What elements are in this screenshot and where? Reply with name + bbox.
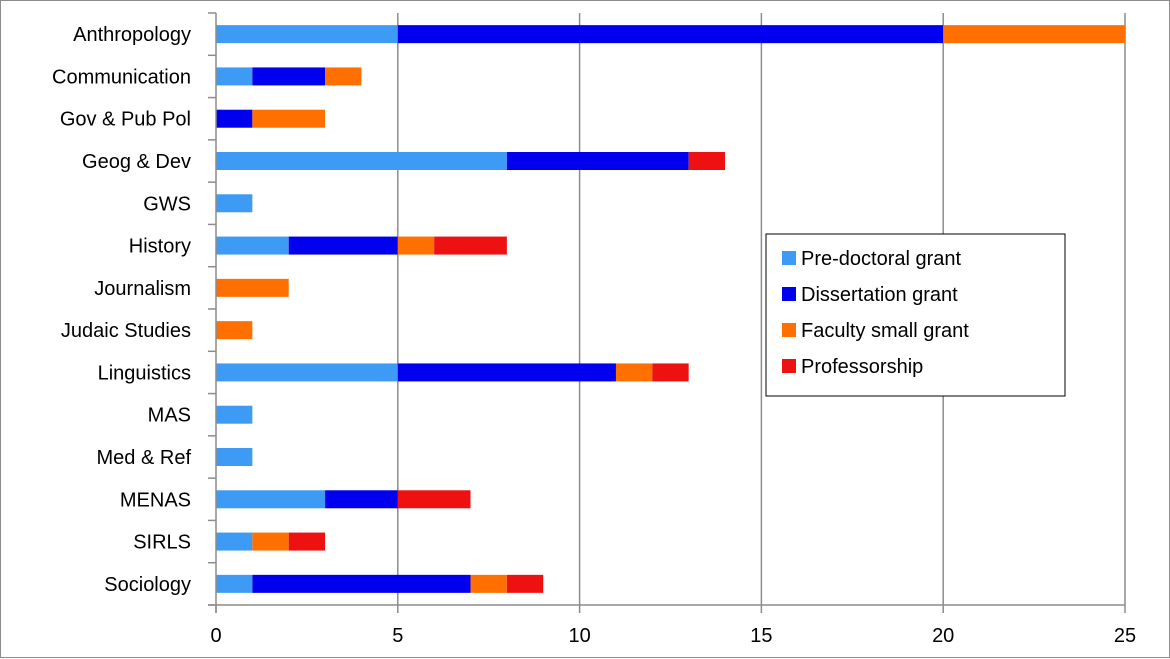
bar-gov-and-pub-pol-dissertation-grant: [216, 109, 253, 128]
bar-sirls-faculty-small-grant: [252, 532, 289, 551]
bar-menas-dissertation-grant: [325, 490, 398, 509]
bar-med-and-ref-pre-doctoral-grant: [216, 448, 253, 466]
bar-linguistics-professorship: [652, 363, 689, 382]
bar-sociology-professorship: [506, 574, 544, 593]
category-label-geog-and-dev: Geog & Dev: [82, 151, 191, 173]
bar-linguistics-faculty-small-grant: [615, 363, 653, 382]
legend-swatch-faculty-small-grant: [782, 323, 796, 337]
category-label-sirls: SIRLS: [133, 532, 191, 554]
legend-label-pre-doctoral-grant: Pre-doctoral grant: [801, 248, 962, 270]
bar-linguistics-pre-doctoral-grant: [216, 363, 398, 382]
bar-sociology-pre-doctoral-grant: [216, 574, 253, 593]
bar-sirls-professorship: [288, 532, 326, 551]
category-label-gws: GWS: [143, 193, 191, 215]
x-tick-label-25: 25: [1114, 625, 1136, 647]
x-tick-label-15: 15: [750, 625, 772, 647]
category-label-mas: MAS: [148, 405, 191, 427]
legend-label-dissertation-grant: Dissertation grant: [801, 284, 958, 306]
bar-menas-pre-doctoral-grant: [216, 490, 326, 509]
x-tick-label-10: 10: [568, 625, 590, 647]
x-tick-label-20: 20: [932, 625, 954, 647]
category-label-sociology: Sociology: [104, 574, 191, 596]
bar-history-professorship: [434, 236, 507, 255]
bar-geog-and-dev-dissertation-grant: [506, 152, 689, 170]
bar-communication-dissertation-grant: [252, 67, 326, 86]
bar-sociology-dissertation-grant: [252, 574, 471, 593]
axes: [208, 12, 1126, 613]
x-tick-label-5: 5: [392, 625, 403, 647]
bars: [216, 25, 1125, 593]
bar-anthropology-dissertation-grant: [397, 25, 944, 44]
category-label-journalism: Journalism: [94, 278, 191, 300]
bar-journalism-faculty-small-grant: [216, 278, 289, 297]
legend-label-faculty-small-grant: Faculty small grant: [801, 320, 969, 342]
bar-anthropology-faculty-small-grant: [943, 25, 1125, 44]
bar-judaic-studies-faculty-small-grant: [216, 321, 253, 340]
legend-box: [765, 233, 1066, 397]
bar-menas-professorship: [397, 490, 471, 509]
category-label-menas: MENAS: [120, 489, 191, 511]
bar-history-pre-doctoral-grant: [216, 236, 289, 255]
category-label-communication: Communication: [52, 66, 191, 88]
legend-swatch-dissertation-grant: [782, 287, 796, 301]
legend-swatch-professorship: [782, 359, 796, 373]
x-tick-label-0: 0: [210, 625, 221, 647]
category-label-gov-and-pub-pol: Gov & Pub Pol: [60, 109, 191, 131]
category-label-judaic-studies: Judaic Studies: [61, 320, 191, 342]
bar-history-dissertation-grant: [288, 236, 398, 255]
category-label-linguistics: Linguistics: [98, 362, 191, 384]
bar-communication-faculty-small-grant: [325, 67, 362, 86]
bar-sirls-pre-doctoral-grant: [216, 532, 253, 551]
bar-sociology-faculty-small-grant: [470, 574, 507, 593]
bar-history-faculty-small-grant: [397, 236, 435, 255]
bar-linguistics-dissertation-grant: [397, 363, 616, 382]
x-tick-labels: 0 5 10 15 20 25: [210, 625, 1136, 647]
category-label-history: History: [129, 236, 191, 258]
bar-gws-pre-doctoral-grant: [216, 194, 253, 213]
category-label-anthropology: Anthropology: [73, 24, 191, 46]
bar-gov-and-pub-pol-faculty-small-grant: [252, 109, 326, 128]
bar-geog-and-dev-pre-doctoral-grant: [216, 152, 507, 170]
category-label-med-and-ref: Med & Ref: [97, 447, 192, 469]
bar-communication-pre-doctoral-grant: [216, 67, 253, 86]
legend-swatch-pre-doctoral-grant: [782, 251, 796, 265]
legend: Pre-doctoral grant Dissertation grant Facu…: [765, 233, 1066, 397]
bar-anthropology-pre-doctoral-grant: [216, 25, 398, 44]
bar-geog-and-dev-professorship: [688, 152, 726, 170]
category-labels: Anthropology Communication Gov & Pub Pol Ge…: [52, 24, 191, 596]
bar-mas-pre-doctoral-grant: [216, 405, 253, 424]
legend-label-professorship: Professorship: [801, 356, 923, 378]
